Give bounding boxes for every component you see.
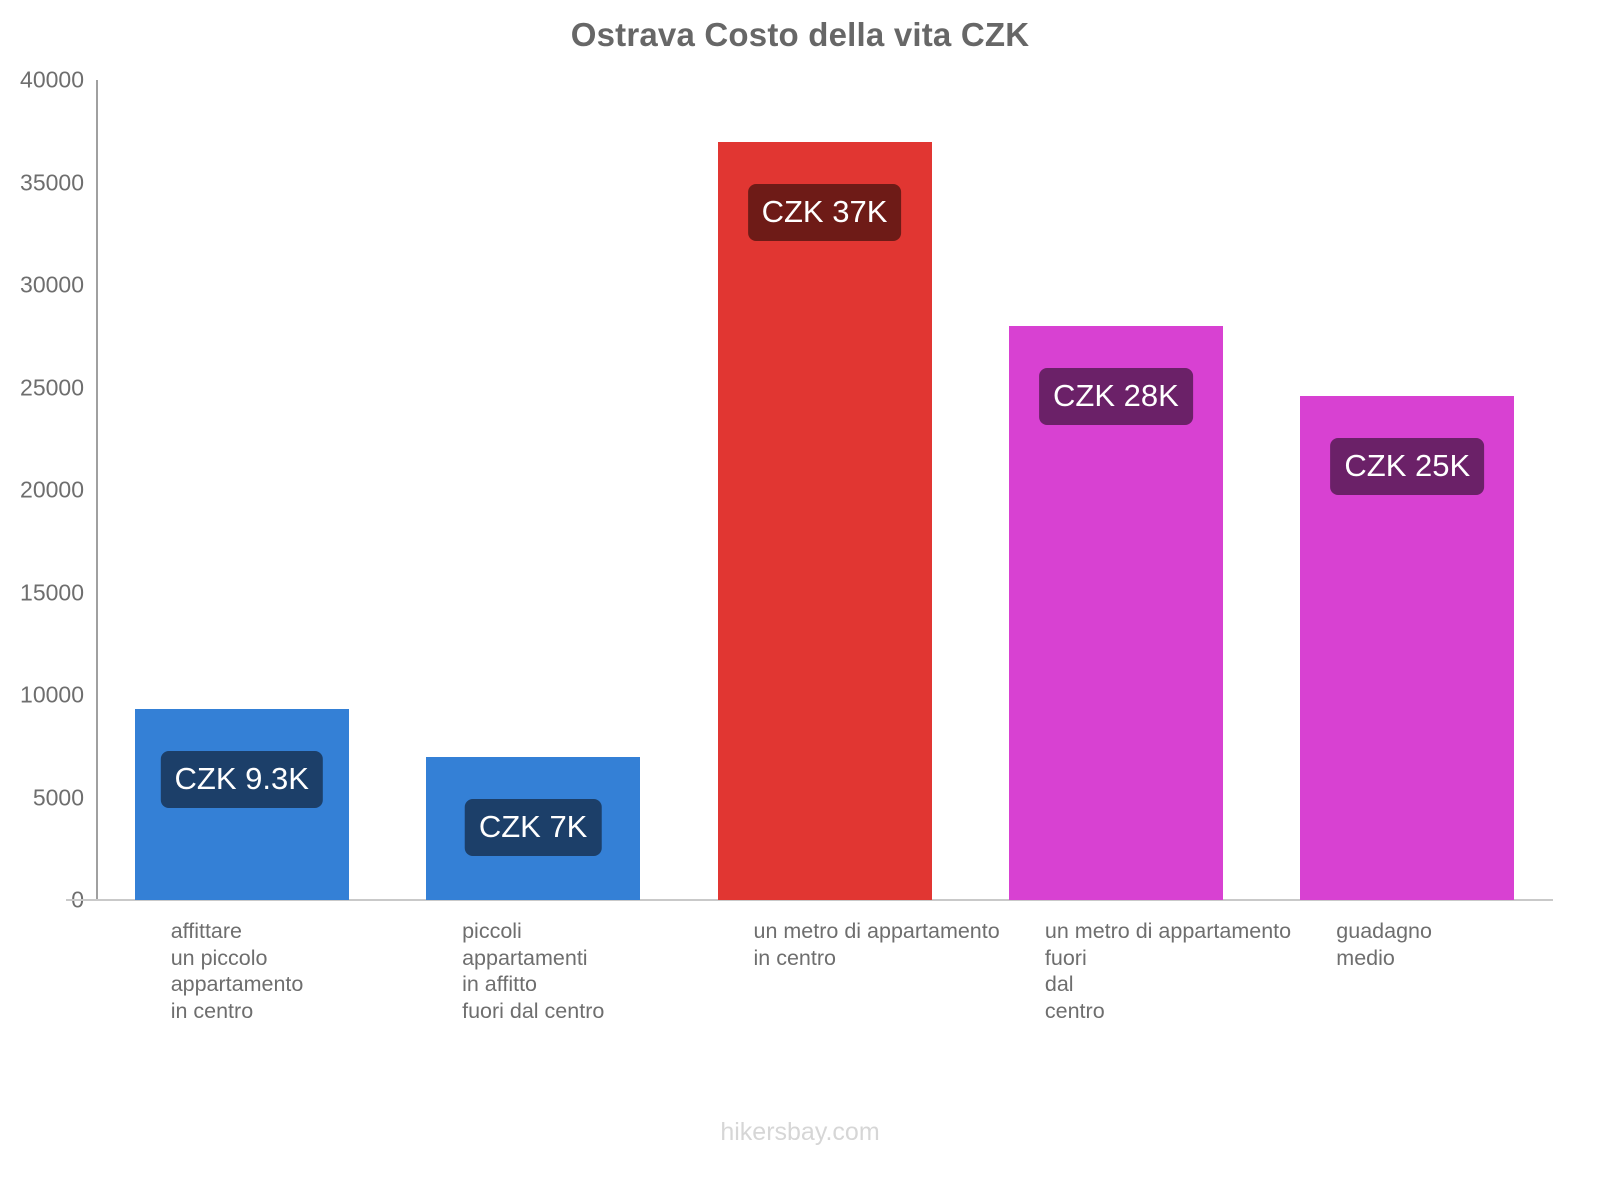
chart-title: Ostrava Costo della vita CZK [570, 16, 1030, 53]
bar-value-label: CZK 9.3K [160, 751, 323, 809]
x-axis-category-label: piccoli appartamenti in affitto fuori da… [462, 919, 605, 1023]
y-axis-tick-label: 30000 [20, 271, 84, 298]
bar-value-label: CZK 37K [747, 183, 902, 241]
plot-area: CZK 9.3K CZK 7K CZK 37K CZK 28K CZK 25K [96, 80, 1553, 900]
x-axis-baseline [66, 899, 1553, 901]
bar-value-label: CZK 28K [1039, 368, 1193, 425]
x-axis-category-label: un metro di appartamento in centro [753, 919, 1000, 970]
y-axis-tick-label: 10000 [20, 681, 84, 708]
y-axis-tick-labels: 0 5000 10000 15000 20000 25000 30000 35000 40000 [0, 67, 84, 913]
y-axis-tick-label: 15000 [20, 579, 84, 605]
y-axis-line [96, 80, 98, 900]
y-axis-tick-label: 25000 [20, 374, 84, 400]
bar-value-label: CZK 7K [464, 798, 602, 856]
x-axis-category-label: guadagno medio [1336, 919, 1432, 970]
x-axis-category-label: affittare un piccolo appartamento in cen… [170, 919, 304, 1023]
x-axis-category-label: un metro di appartamento fuori dal centr… [1044, 919, 1292, 1023]
y-axis-tick-label: 40000 [20, 66, 84, 93]
bar[interactable]: CZK 7K [426, 756, 641, 900]
bar[interactable]: CZK 37K [717, 141, 932, 900]
y-axis-tick-label: 20000 [20, 476, 84, 503]
y-axis-tick-label: 5000 [32, 784, 84, 810]
bar-value-label: CZK 25K [1330, 437, 1485, 495]
watermark: hikersbay.com [720, 1118, 880, 1146]
bar[interactable]: CZK 25K [1300, 395, 1515, 900]
bar[interactable]: CZK 9.3K [134, 709, 349, 900]
bar[interactable]: CZK 28K [1008, 326, 1223, 900]
y-axis-tick-label: 35000 [20, 169, 84, 195]
